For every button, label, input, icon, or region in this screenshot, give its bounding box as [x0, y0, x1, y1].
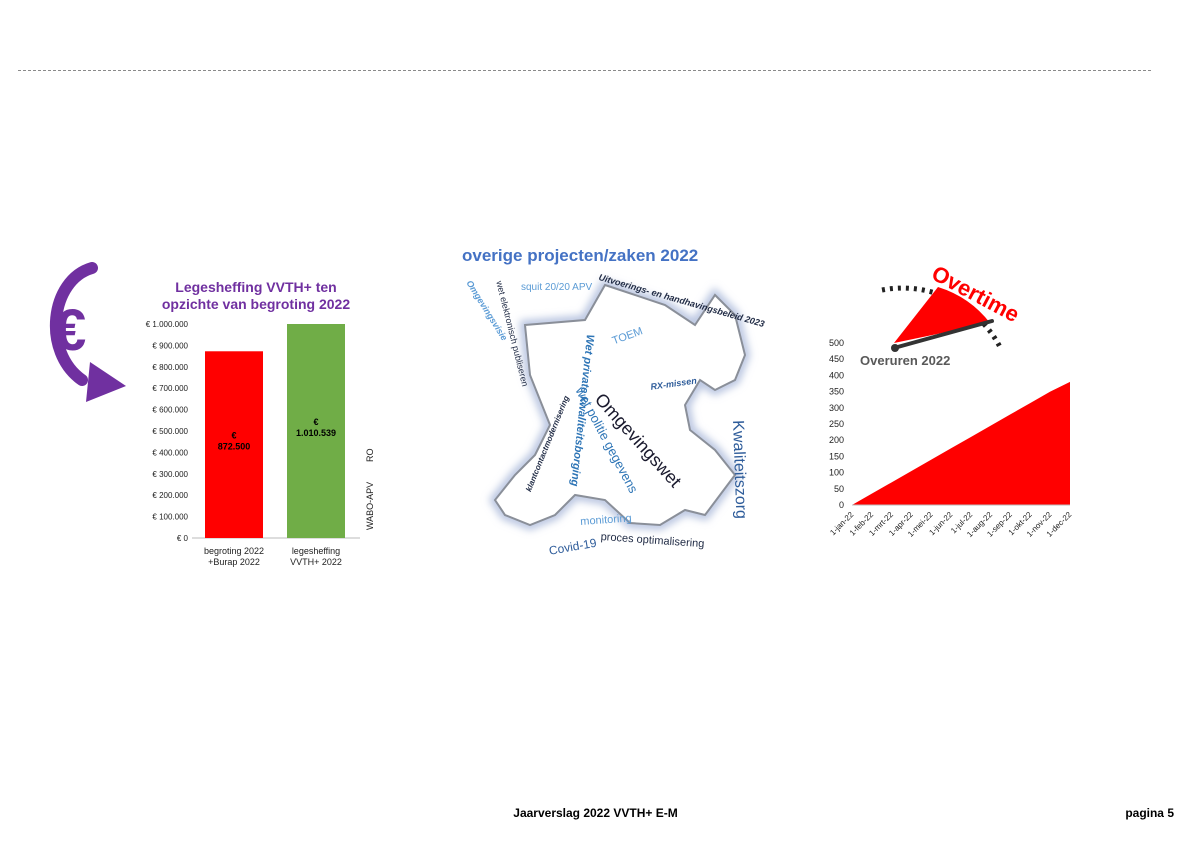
bar-category-label: VVTH+ 2022: [290, 557, 342, 567]
area-y-tick-label: 450: [829, 354, 844, 364]
bar-y-tick-label: € 100.000: [152, 513, 188, 522]
word-squit: squit 20/20 APV: [521, 282, 593, 293]
bar-category-label: legesheffing: [292, 546, 340, 556]
area-y-tick-label: 350: [829, 387, 844, 397]
word-kwaliteitszorg: Kwaliteitszorg: [729, 419, 750, 520]
word-cloud: squit 20/20 APV Uitvoerings- en handhavi…: [445, 265, 775, 565]
bar-data-label: €: [313, 417, 318, 427]
bar-category-label: +Burap 2022: [208, 557, 260, 567]
header-divider: [18, 70, 1151, 71]
budget-bar-chart: € 0 € 100.000 € 200.000 € 300.000 € 400.000 €…: [146, 320, 360, 567]
area-y-tick-label: 0: [839, 500, 844, 510]
bar-chart-title-line2: opzichte van begroting 2022: [161, 296, 351, 312]
area-y-tick-label: 400: [829, 370, 844, 380]
euro-circular-arrow-icon: €: [49, 262, 126, 402]
bar-chart-title-line1: Legesheffing VVTH+ ten: [175, 279, 337, 295]
bar-y-tick-label: € 200.000: [152, 491, 188, 500]
bar-y-tick-label: € 800.000: [152, 363, 188, 372]
bar-y-tick-label: € 0: [177, 534, 189, 543]
footer-page-number: pagina 5: [1125, 806, 1174, 820]
area-y-tick-label: 300: [829, 403, 844, 413]
area-y-tick-label: 200: [829, 435, 844, 445]
bar-y-tick-label: € 300.000: [152, 470, 188, 479]
bar-1: [205, 351, 263, 538]
word-cloud-title: overige projecten/zaken 2022: [462, 246, 699, 265]
bar-category-label: begroting 2022: [204, 546, 264, 556]
side-label-wabo-apv: WABO-APV: [365, 481, 375, 530]
bar-y-tick-label: € 500.000: [152, 427, 188, 436]
area-y-tick-label: 100: [829, 468, 844, 478]
area-y-tick-label: 50: [834, 484, 844, 494]
bar-y-tick-label: € 600.000: [152, 406, 188, 415]
municipality-outline-shape: [488, 278, 751, 531]
bar-2: [287, 324, 345, 538]
area-y-tick-label: 250: [829, 419, 844, 429]
bar-data-label: €: [231, 431, 236, 441]
bar-chart-title: Legesheffing VVTH+ ten opzichte van begr…: [146, 279, 366, 313]
bar-y-tick-label: € 700.000: [152, 384, 188, 393]
bar-y-tick-label: € 900.000: [152, 341, 188, 350]
svg-text:€: €: [54, 298, 86, 363]
area-chart-title: Overuren 2022: [860, 353, 950, 368]
bar-y-tick-label: € 1.000.000: [146, 320, 189, 329]
side-label-ro: RO: [365, 448, 375, 463]
overtime-area-series: [852, 381, 1070, 505]
footer-report-title: Jaarverslag 2022 VVTH+ E-M: [513, 806, 678, 820]
overtime-speedometer-icon: Overtime: [881, 260, 1024, 352]
bar-data-label: 872.500: [218, 442, 251, 452]
area-y-tick-label: 150: [829, 451, 844, 461]
bar-data-label: 1.010.539: [296, 428, 336, 438]
bar-y-tick-label: € 400.000: [152, 448, 188, 457]
overtime-area-chart: Overtime 0501001502002503003504004505001…: [828, 260, 1074, 539]
area-y-tick-label: 500: [829, 338, 844, 348]
